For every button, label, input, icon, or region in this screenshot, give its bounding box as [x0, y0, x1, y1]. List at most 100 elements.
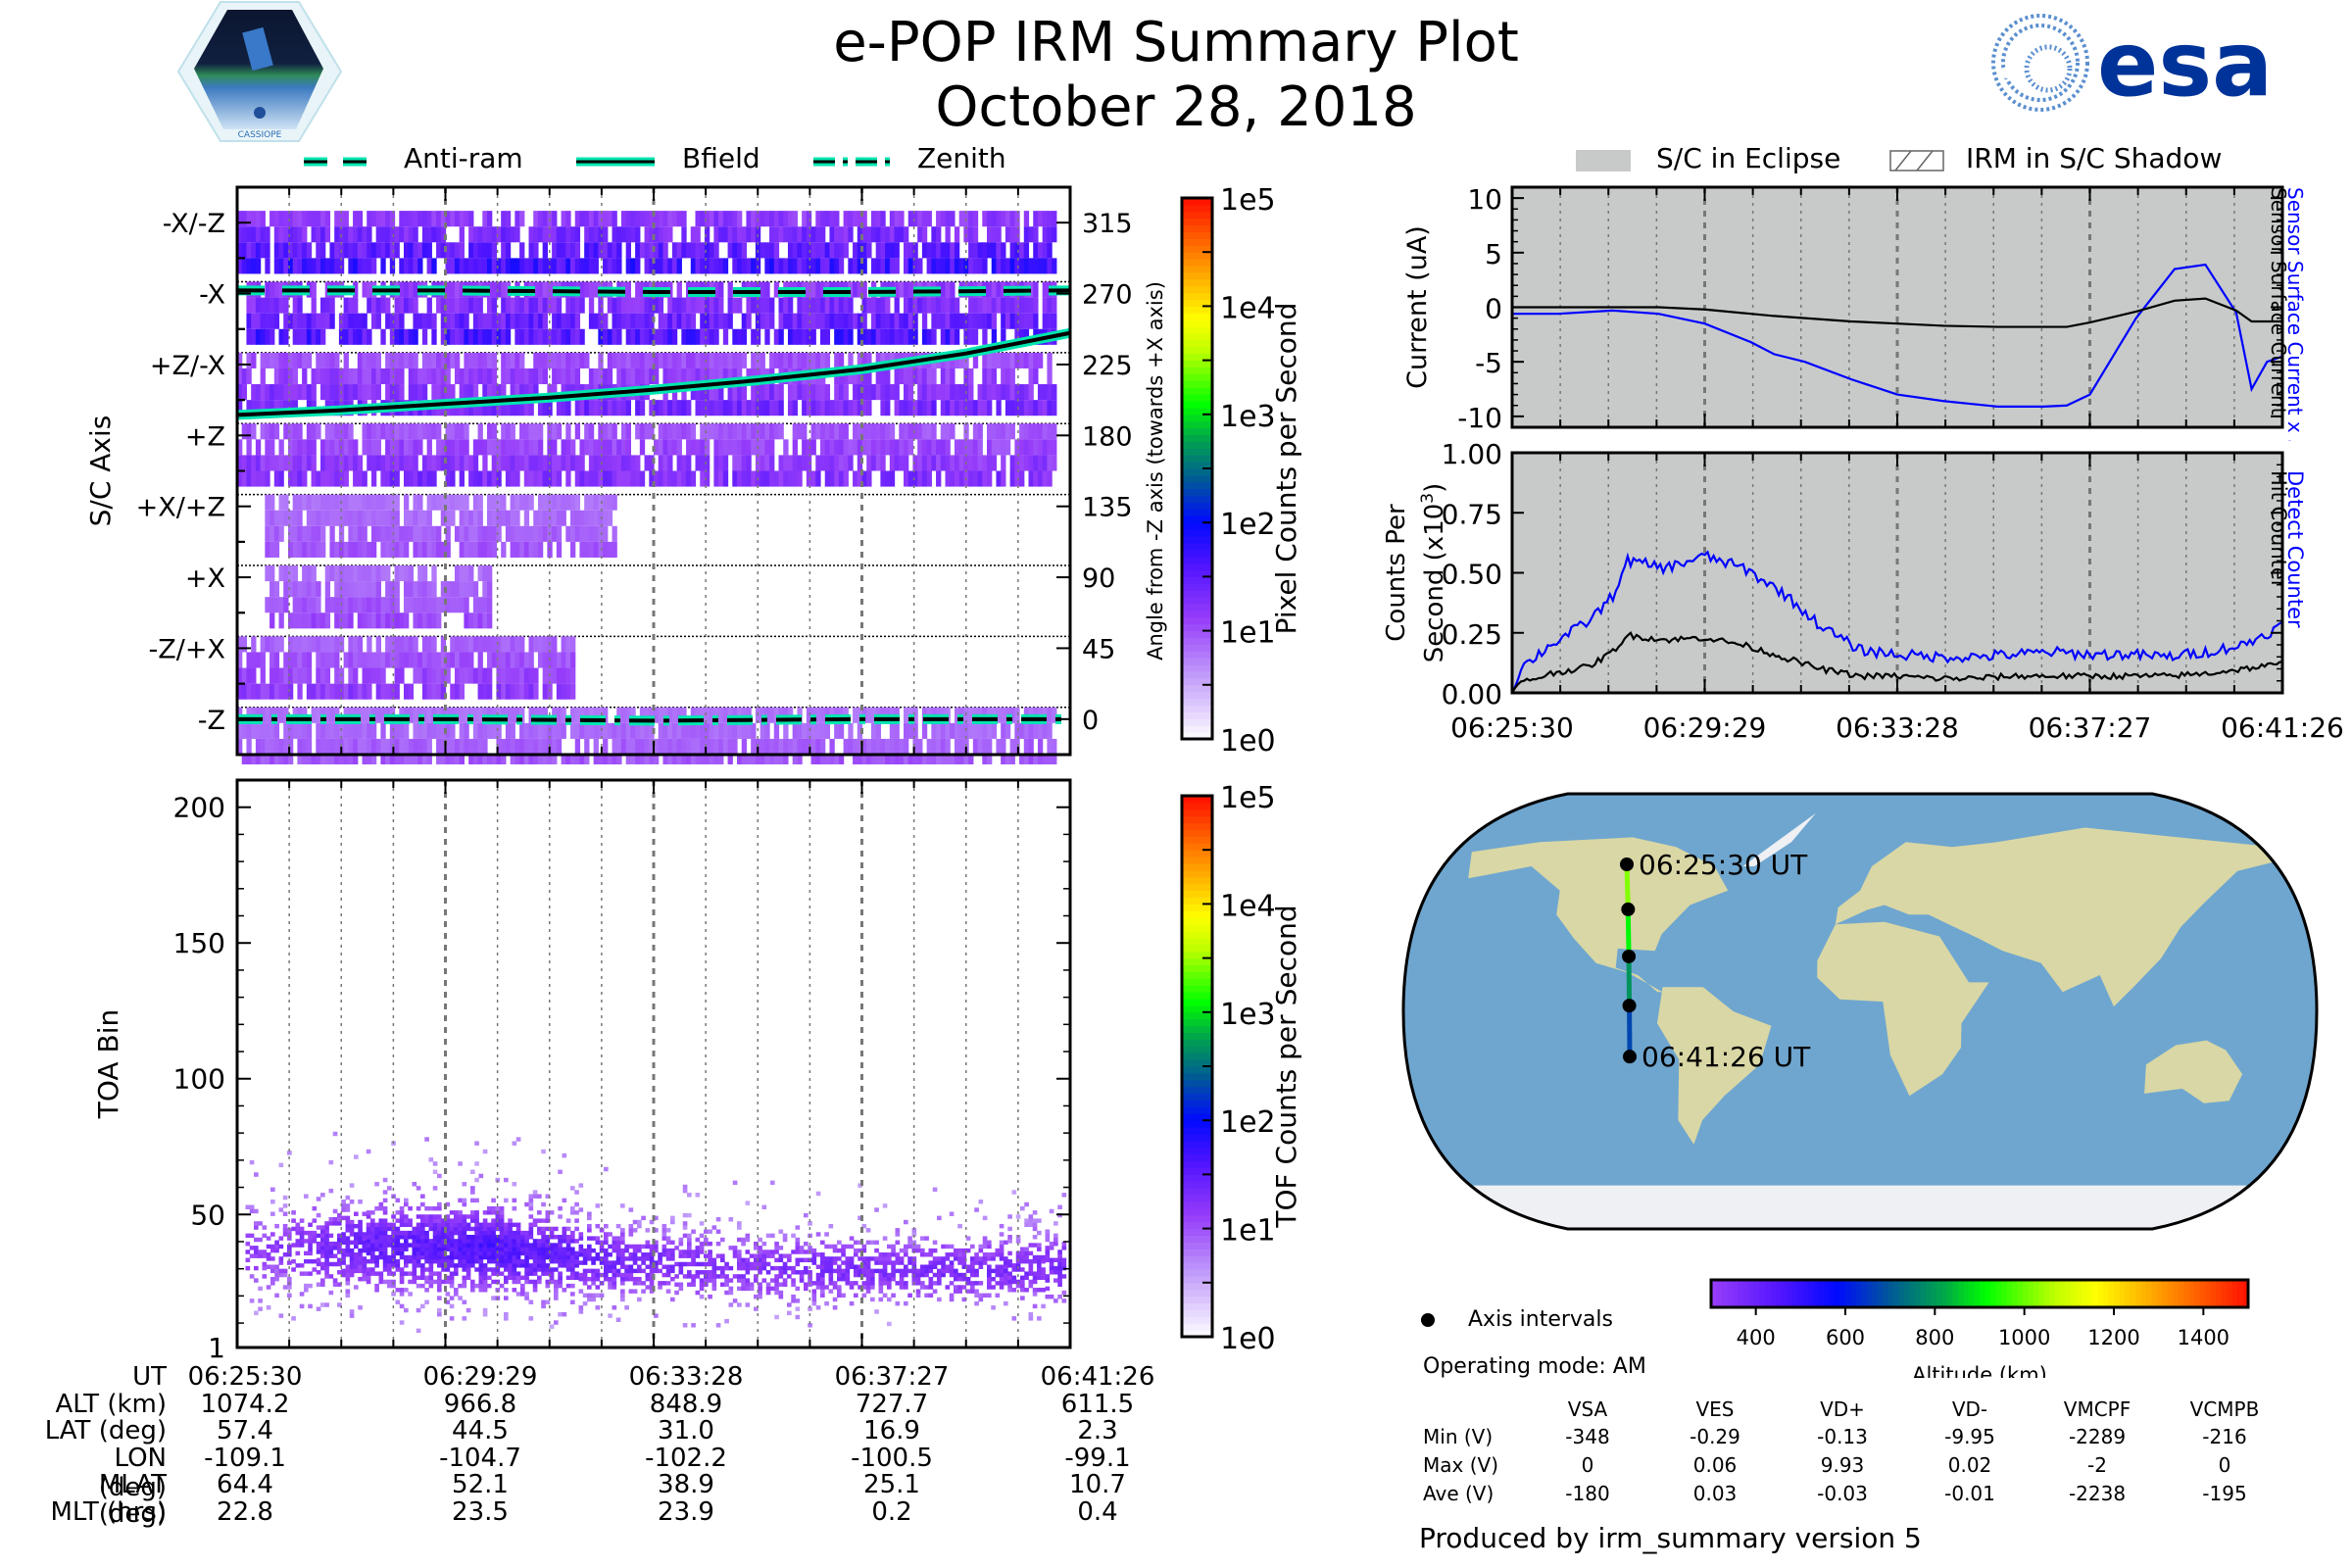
spectrogram-cell [491, 226, 498, 243]
toa-cell [432, 1230, 438, 1236]
spectrogram-cell [584, 423, 590, 440]
spectrogram-cell [649, 455, 655, 471]
toa-cell [424, 1258, 429, 1264]
toa-cell [595, 1285, 601, 1290]
toa-cell [515, 1222, 521, 1228]
spectrogram-cell [472, 525, 479, 542]
spectrogram-cell [278, 439, 284, 456]
spectrogram-cell [431, 541, 437, 558]
spectrogram-cell [311, 541, 317, 558]
toa-cell [341, 1256, 346, 1261]
toa-cell [470, 1243, 475, 1248]
spectrogram-cell [487, 510, 493, 526]
spectrogram-cell [445, 738, 451, 755]
spectrogram-cell [487, 541, 493, 558]
spectrogram-cell [588, 525, 595, 542]
spectrogram-cell [385, 565, 391, 582]
toa-cell [545, 1239, 551, 1244]
spectrogram-cell [283, 707, 289, 723]
spectrogram-cell [713, 738, 719, 755]
toa-cell [541, 1271, 546, 1276]
spectrogram-cell [556, 368, 563, 385]
spectrogram-cell [491, 541, 498, 558]
spectrogram-cell [528, 400, 534, 416]
spectrogram-cell [1014, 297, 1020, 314]
spectrogram-cell [1019, 297, 1025, 314]
spectrogram-cell [265, 755, 270, 764]
spectrogram-cell [385, 470, 391, 487]
spectrogram-cell [297, 738, 303, 755]
spectrogram-cell [870, 328, 877, 345]
spectrogram-cell [421, 328, 428, 345]
spectrogram-cell [519, 755, 525, 764]
spectrogram-cell [1047, 297, 1053, 314]
toa-cell [424, 1250, 429, 1256]
toa-cell [508, 1275, 513, 1281]
spectrogram-cell [649, 722, 655, 739]
spectrogram-cell [380, 683, 386, 700]
spectrogram-cell [241, 683, 248, 700]
spectrogram-cell [329, 597, 335, 613]
spectrogram-cell [700, 258, 706, 274]
spectrogram-cell [528, 541, 534, 558]
spectrogram-cell [1014, 211, 1020, 227]
toa-cell [570, 1283, 575, 1289]
spectrogram-cell [1047, 384, 1053, 401]
y-tick-label: +Z [185, 421, 225, 452]
spectrogram-cell [912, 211, 918, 227]
toa-cell [378, 1222, 384, 1228]
toa-cell [524, 1239, 529, 1244]
spectrogram-cell [464, 368, 469, 385]
spectrogram-cell [797, 738, 803, 755]
toa-cell [370, 1222, 375, 1228]
toa-cell [358, 1240, 363, 1246]
spectrogram-cell [464, 400, 469, 416]
spectrogram-cell [1047, 755, 1053, 764]
toa-cell [299, 1226, 305, 1232]
toa-cell [345, 1272, 351, 1278]
spectrogram-cell [681, 400, 687, 416]
toa-cell [378, 1201, 384, 1207]
spectrogram-cell [885, 258, 891, 274]
toa-cell [312, 1239, 318, 1244]
spectrogram-cell [718, 423, 724, 440]
spectrogram-cell [389, 683, 396, 700]
spectrogram-cell [1001, 384, 1006, 401]
spectrogram-cell [454, 423, 461, 440]
spectrogram-cell [413, 242, 418, 259]
toa-cell [378, 1226, 384, 1232]
spectrogram-cell [792, 439, 798, 456]
spectrogram-cell [857, 738, 863, 755]
spectrogram-cell [237, 683, 243, 700]
spectrogram-cell [713, 258, 719, 274]
toa-cell [395, 1243, 401, 1248]
spectrogram-cell [251, 258, 257, 274]
toa-cell [482, 1222, 488, 1228]
toa-cell [395, 1250, 401, 1256]
spectrogram-cell [353, 755, 359, 764]
spectrogram-cell [237, 258, 243, 274]
spectrogram-cell [603, 722, 609, 739]
spectrogram-cell [237, 242, 243, 259]
spectrogram-cell [348, 258, 354, 274]
spectrogram-cell [806, 328, 812, 345]
spectrogram-cell [977, 470, 983, 487]
toa-cell [258, 1253, 263, 1258]
toa-cell [441, 1239, 446, 1244]
spectrogram-cell [404, 470, 410, 487]
spectrogram-cell [945, 368, 951, 385]
toa-cell [420, 1254, 425, 1260]
spectrogram-cell [316, 242, 321, 259]
spectrogram-cell [459, 368, 465, 385]
spectrogram-cell [588, 439, 595, 456]
spectrogram-cell [431, 565, 437, 582]
spectrogram-cell [413, 470, 418, 487]
spectrogram-cell [501, 281, 507, 298]
spectrogram-cell [270, 565, 275, 582]
spectrogram-cell [570, 258, 576, 274]
spectrogram-cell [894, 384, 900, 401]
spectrogram-cell [940, 439, 947, 456]
spectrogram-cell [459, 683, 465, 700]
spectrogram-cell [464, 313, 469, 329]
spectrogram-cell [367, 541, 372, 558]
